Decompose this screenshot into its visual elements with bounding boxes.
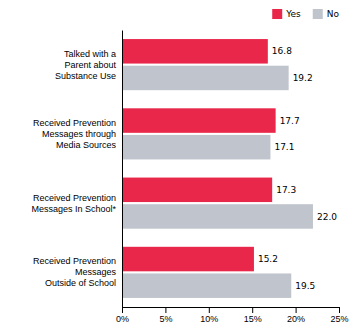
bar — [122, 178, 272, 203]
x-tick: 10% — [200, 307, 218, 324]
bars — [122, 39, 313, 298]
x-tick-label: 15% — [244, 314, 262, 324]
legend-swatch — [272, 9, 282, 19]
legend-swatch — [313, 9, 323, 19]
legend-label: Yes — [285, 9, 301, 19]
plot: 16.8 17.7 17.3 15.2 19.2 17.1 22.0 19.5 0% 5% 10% 1… — [31, 31, 348, 325]
data-label: 17.1 — [274, 142, 294, 152]
x-tick-mark — [296, 307, 297, 313]
y-tick: Received PreventionMessagesOutside of Sc… — [33, 256, 122, 288]
x-tick: 15% — [244, 307, 262, 324]
bar — [122, 247, 254, 272]
data-label: 22.0 — [317, 212, 337, 222]
y-tick-label: Received PreventionMessages throughMedia… — [33, 118, 117, 150]
x-tick-label: 20% — [287, 314, 305, 324]
y-tick-label: Talked with aParent aboutSubstance Use — [55, 49, 117, 81]
x-tick: 0% — [116, 307, 129, 324]
data-label: 17.3 — [276, 185, 296, 195]
data-label: 19.2 — [293, 73, 313, 83]
data-label: 17.7 — [280, 116, 300, 126]
y-tick: Talked with aParent aboutSubstance Use — [55, 49, 122, 81]
y-axis: Talked with aParent aboutSubstance Use Re… — [31, 31, 122, 308]
data-labels: 16.8 17.7 17.3 15.2 19.2 17.1 22.0 19.5 — [258, 46, 337, 290]
data-label: 16.8 — [272, 46, 292, 56]
chart: 16.8 17.7 17.3 15.2 19.2 17.1 22.0 19.5 0% 5% 10% 1… — [0, 0, 359, 335]
x-tick-label: 10% — [200, 314, 218, 324]
data-label: 15.2 — [258, 254, 278, 264]
x-axis-line — [123, 308, 340, 314]
x-tick: 25% — [330, 307, 348, 324]
bar — [122, 135, 270, 160]
data-label: 19.5 — [295, 281, 315, 291]
y-tick-label: Received PreventionMessages In School* — [31, 193, 116, 214]
bar — [122, 66, 289, 91]
y-tick: Received PreventionMessages In School* — [31, 193, 122, 214]
x-tick: 20% — [287, 307, 305, 324]
y-tick-label: Received PreventionMessagesOutside of Sc… — [33, 256, 117, 288]
bar — [122, 273, 291, 298]
x-axis: 0% 5% 10% 15% 20% 25% — [116, 307, 349, 324]
y-axis-line — [122, 31, 123, 308]
bar — [122, 39, 268, 64]
x-tick-mark — [122, 307, 123, 313]
x-tick-mark — [165, 307, 166, 313]
bar — [122, 108, 276, 133]
y-tick: Received PreventionMessages throughMedia… — [33, 118, 122, 150]
x-tick: 5% — [159, 307, 172, 324]
x-tick-mark — [252, 307, 253, 313]
legend: No Yes — [272, 9, 339, 19]
x-tick-label: 0% — [116, 314, 129, 324]
legend-label: No — [327, 9, 340, 19]
x-tick-label: 25% — [330, 314, 348, 324]
x-tick-mark — [209, 307, 210, 313]
x-tick-label: 5% — [159, 314, 172, 324]
bar — [122, 204, 313, 229]
x-tick-mark — [339, 307, 340, 313]
